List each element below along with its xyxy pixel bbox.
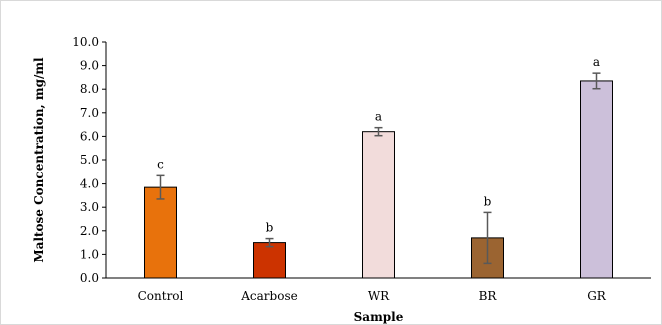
significance-label-br: b [484,194,492,208]
error-bars-group [156,72,601,265]
y-axis-title: Maltose Concentration, mg/ml [32,57,46,263]
significance-label-control: c [157,157,164,171]
bar-wr [362,131,395,279]
x-tick-label-gr: GR [587,289,607,303]
y-tick-label: 8.0 [80,82,99,96]
y-tick-label: 4.0 [80,177,99,191]
significance-labels: c b a b a [157,55,600,234]
significance-label-acarbose: b [266,221,274,235]
bar-acarbose [253,242,286,279]
y-tick-label: 5.0 [80,153,99,167]
x-axis-ticks: Control Acarbose WR BR GR [138,289,607,303]
significance-label-gr: a [593,55,600,69]
y-tick-label: 0.0 [80,271,99,285]
y-axis-ticks: 0.0 1.0 2.0 3.0 4.0 5.0 6.0 7.0 8.0 9.0 10.0 [72,35,106,285]
y-tick-label: 1.0 [80,247,99,261]
y-tick-label: 3.0 [80,200,99,214]
x-tick-label-br: BR [479,289,498,303]
x-tick-label-control: Control [138,289,184,303]
y-tick-label: 7.0 [80,106,99,120]
x-axis-title: Sample [354,310,404,324]
y-tick-label: 10.0 [72,35,99,49]
y-tick-label: 2.0 [80,224,99,238]
bar-gr [580,80,613,279]
x-tick-label-acarbose: Acarbose [240,289,297,303]
bar-control [144,186,177,279]
x-tick-label-wr: WR [368,289,390,303]
y-tick-label: 9.0 [80,59,99,73]
bars-group [144,80,613,279]
significance-label-wr: a [375,110,382,124]
y-tick-label: 6.0 [80,129,99,143]
